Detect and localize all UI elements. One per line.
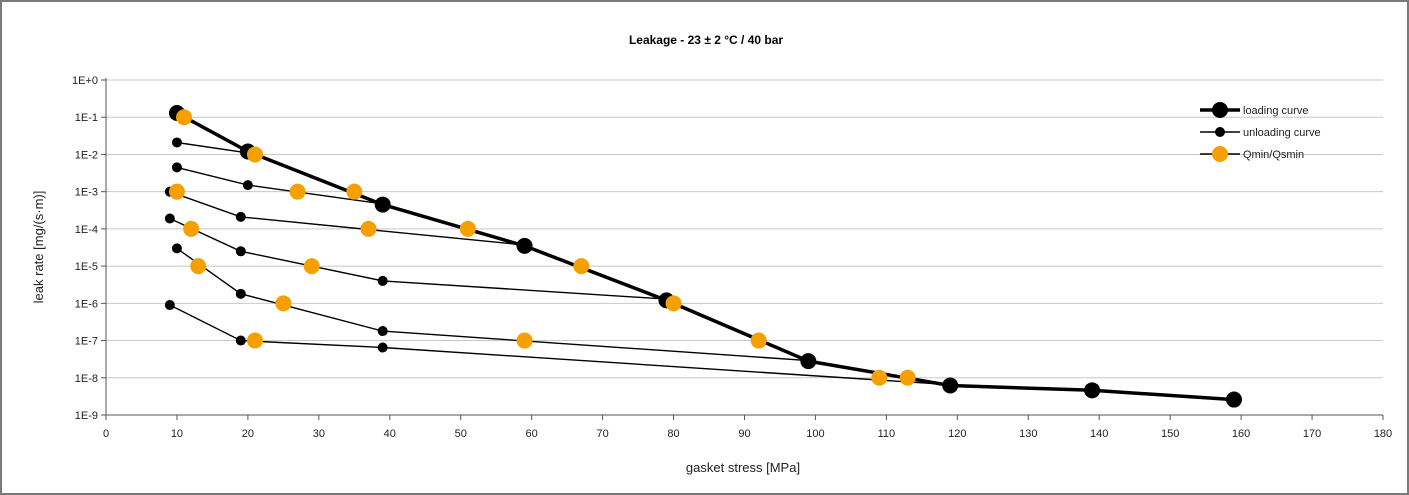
y-tick-label: 1E-3 — [75, 187, 98, 199]
x-tick-label: 120 — [948, 428, 966, 440]
qmin-point — [246, 332, 263, 349]
unloading-point — [377, 275, 388, 286]
y-tick-label: 1E-1 — [75, 112, 98, 124]
legend-unloading-label: unloading curve — [1243, 127, 1321, 139]
qmin-point — [246, 146, 263, 163]
x-tick-label: 110 — [878, 428, 896, 440]
unloading-curve-line — [176, 247, 809, 362]
unloading-curve-line — [176, 141, 249, 154]
qmin-point — [665, 295, 682, 312]
y-tick-label: 1E-9 — [75, 410, 98, 422]
loading-curve-line — [176, 111, 1235, 402]
unloading-point — [235, 335, 246, 346]
x-tick-label: 90 — [738, 428, 750, 440]
qmin-point — [346, 183, 363, 200]
grid — [106, 79, 1383, 379]
x-tick-label: 0 — [103, 428, 109, 440]
unloading-point — [164, 300, 175, 311]
x-tick-label: 60 — [526, 428, 538, 440]
x-tick-label: 160 — [1232, 428, 1250, 440]
loading-point — [800, 353, 817, 370]
unloading-point — [171, 243, 182, 254]
x-tick-label: 100 — [806, 428, 824, 440]
unloading-point — [377, 342, 388, 353]
qmin-point — [360, 220, 377, 237]
chart-title: Leakage - 23 ± 2 °C / 40 bar — [629, 33, 783, 47]
loading-point — [516, 237, 533, 254]
qmin-point — [190, 258, 207, 275]
series-markers — [164, 104, 1243, 408]
unloading-curve-line — [169, 217, 667, 300]
unloading-point — [235, 288, 246, 299]
y-tick-label: 1E-5 — [75, 261, 98, 273]
y-tick-label: 1E-6 — [75, 298, 98, 310]
legend-unloading-marker — [1215, 127, 1225, 137]
x-axis-label: gasket stress [MPa] — [686, 460, 800, 475]
x-tick-label: 30 — [313, 428, 325, 440]
x-tick-label: 40 — [384, 428, 396, 440]
unloading-point — [171, 137, 182, 148]
qmin-point — [275, 295, 292, 312]
unloading-curve-line — [169, 191, 525, 246]
loading-point — [942, 377, 959, 394]
qmin-point — [303, 258, 320, 275]
x-tick-label: 170 — [1303, 428, 1321, 440]
series-lines — [169, 111, 1235, 402]
x-tick-label: 150 — [1161, 428, 1179, 440]
qmin-point — [459, 220, 476, 237]
legend-loading-marker — [1212, 102, 1228, 118]
unloading-curve-line — [169, 304, 951, 386]
x-tick-label: 140 — [1090, 428, 1108, 440]
unloading-point — [171, 162, 182, 173]
y-tick-label: 1E-7 — [75, 336, 98, 348]
unloading-point — [242, 180, 253, 191]
loading-point — [374, 196, 391, 213]
qmin-point — [183, 220, 200, 237]
qmin-point — [516, 332, 533, 349]
qmin-point — [750, 332, 767, 349]
unloading-point — [235, 211, 246, 222]
qmin-point — [899, 369, 916, 386]
unloading-point — [377, 326, 388, 337]
qmin-point — [573, 258, 590, 275]
legend: loading curve unloading curve Qmin/Qsmin — [1200, 102, 1321, 162]
x-tick-label: 50 — [455, 428, 467, 440]
x-tick-label: 10 — [171, 428, 183, 440]
x-tick-label: 130 — [1019, 428, 1037, 440]
y-tick-labels: 1E+0 1E-1 1E-2 1E-3 1E-4 1E-5 1E-6 1E-7 1E-8 1E-9 — [72, 75, 98, 422]
y-axis-label: leak rate [mg/(s·m)] — [31, 191, 46, 304]
qmin-point — [176, 109, 193, 126]
x-tick-label: 180 — [1374, 428, 1392, 440]
unloading-point — [164, 213, 175, 224]
x-tick-label: 70 — [596, 428, 608, 440]
x-tick-labels: 0 10 20 30 40 50 60 70 80 90 100 110 120 130 140 150 160… — [103, 428, 1392, 440]
y-tick-label: 1E-2 — [75, 149, 98, 161]
y-tick-label: 1E-8 — [75, 373, 98, 385]
unloading-point — [235, 246, 246, 257]
x-tick-label: 20 — [242, 428, 254, 440]
axes — [101, 78, 1384, 420]
y-tick-label: 1E-4 — [75, 224, 98, 236]
legend-qmin-label: Qmin/Qsmin — [1243, 149, 1304, 161]
loading-point — [1084, 382, 1101, 399]
legend-qmin-marker — [1212, 146, 1228, 162]
x-tick-label: 80 — [667, 428, 679, 440]
qmin-point — [168, 183, 185, 200]
qmin-point — [871, 369, 888, 386]
legend-loading-label: loading curve — [1243, 105, 1308, 117]
qmin-point — [289, 183, 306, 200]
loading-point — [1226, 391, 1243, 408]
y-tick-label: 1E+0 — [72, 75, 98, 87]
